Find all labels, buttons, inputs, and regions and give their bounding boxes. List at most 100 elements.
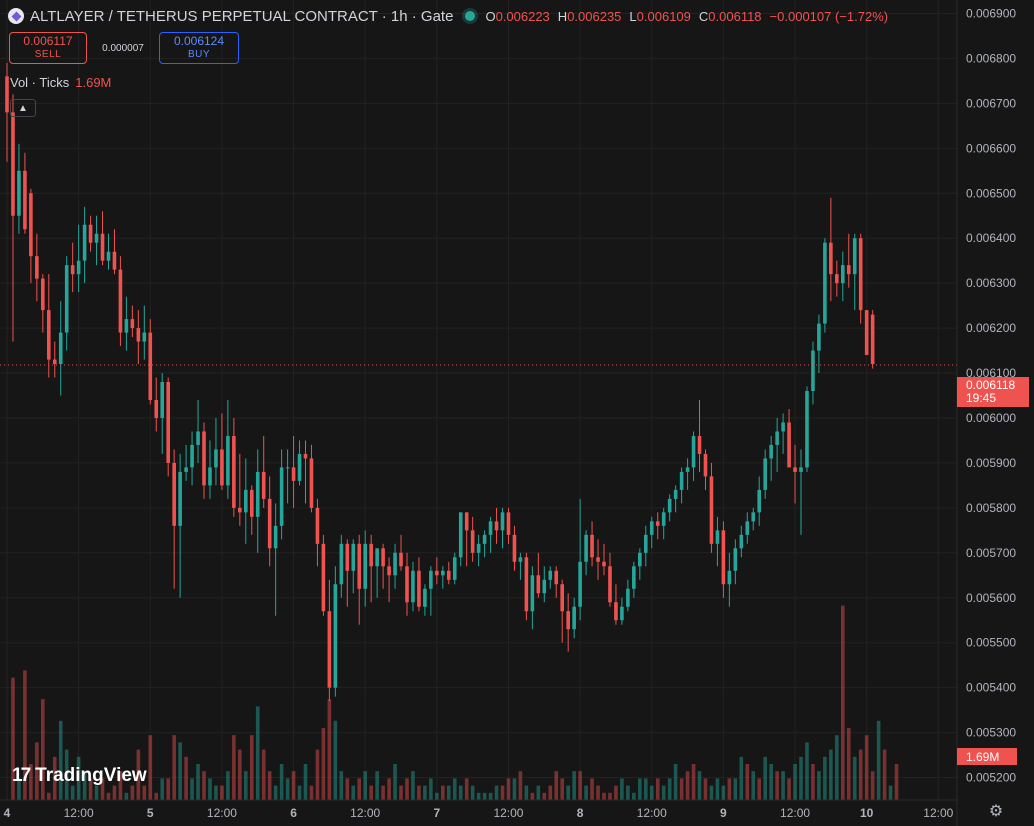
candle xyxy=(691,431,696,481)
volume-bar xyxy=(835,735,839,800)
candle-body xyxy=(638,552,642,567)
high-value: 0.006235 xyxy=(567,8,622,24)
volume-bar xyxy=(566,785,570,800)
volume-bar xyxy=(596,785,600,800)
candle xyxy=(64,256,69,351)
volume-bar xyxy=(458,785,463,800)
candle xyxy=(435,557,439,585)
candle xyxy=(464,512,469,567)
candle-body xyxy=(17,170,21,216)
candle xyxy=(423,584,427,616)
candle xyxy=(41,274,45,333)
candle xyxy=(76,224,81,293)
chart-header: ALTLAYER / TETHERUS PERPETUAL CONTRACT ·… xyxy=(8,6,888,26)
candle xyxy=(429,566,433,616)
candle-body xyxy=(244,489,248,513)
collapse-button[interactable]: ▲ xyxy=(10,99,36,117)
volume-bar xyxy=(52,756,57,800)
volume-bar xyxy=(745,764,750,800)
candle-body xyxy=(64,265,69,333)
volume-bar xyxy=(46,792,51,800)
sell-button[interactable]: 0.006117 SELL xyxy=(9,32,87,64)
volume-bar xyxy=(387,778,391,800)
candle xyxy=(452,552,457,585)
buy-price: 0.006124 xyxy=(173,34,225,48)
candle-body xyxy=(584,534,588,562)
time-tick-label: 12:00 xyxy=(493,806,523,820)
price-axis[interactable]: 0.005200 0.005300 0.005400 0.005500 0.005600… xyxy=(966,6,1016,784)
candle-body xyxy=(327,611,332,688)
volume-bar xyxy=(512,778,517,800)
candle-body xyxy=(435,570,439,576)
open-label: O xyxy=(485,8,496,24)
candle xyxy=(23,152,27,234)
candle xyxy=(470,516,475,562)
candle-body xyxy=(160,382,165,418)
candle xyxy=(351,539,356,594)
market-status-icon[interactable] xyxy=(465,11,476,21)
candle xyxy=(518,552,523,580)
volume-bar xyxy=(399,785,403,800)
volume-bar xyxy=(446,785,451,800)
candle-body xyxy=(864,310,869,356)
candle-body xyxy=(261,471,266,499)
candle xyxy=(208,440,212,499)
candle xyxy=(112,229,117,275)
symbol-title[interactable]: ALTLAYER / TETHERUS PERPETUAL CONTRACT ·… xyxy=(30,7,454,25)
volume-bar xyxy=(321,728,326,800)
volume-bar xyxy=(94,785,99,800)
volume-bar xyxy=(590,778,594,800)
candle xyxy=(632,561,636,598)
volume-bar xyxy=(76,756,81,800)
candle-body xyxy=(279,467,284,526)
volume-bar xyxy=(297,785,302,800)
candle xyxy=(333,566,338,697)
candle xyxy=(124,296,129,351)
volume-bar xyxy=(464,778,469,800)
candle xyxy=(88,215,93,252)
candle xyxy=(279,449,284,540)
volume-bar xyxy=(506,778,511,800)
candle-body xyxy=(309,458,314,508)
candle-body xyxy=(226,435,230,486)
volume-bar xyxy=(757,778,762,800)
candle-body xyxy=(620,606,624,621)
candle-body xyxy=(823,242,827,324)
candle xyxy=(835,260,839,297)
volume-bar xyxy=(620,778,624,800)
candlesticks[interactable] xyxy=(5,62,875,702)
candle-body xyxy=(130,319,135,329)
candle xyxy=(506,507,511,544)
candle xyxy=(381,543,385,589)
volume-bar xyxy=(649,785,654,800)
volume-bar xyxy=(190,778,194,800)
settings-button[interactable]: ⚙ xyxy=(987,802,1005,820)
volume-legend[interactable]: Vol · Ticks 1.69M xyxy=(10,75,111,90)
time-tick-label: 5 xyxy=(147,806,154,820)
candle-body xyxy=(673,489,678,499)
volume-bar xyxy=(423,785,427,800)
volume-bar xyxy=(124,792,129,800)
candle-body xyxy=(852,238,857,275)
time-axis[interactable]: 4 12:00 5 12:00 6 12:00 7 12:00 8 12:00 9 12:00 10 12… xyxy=(4,806,954,820)
candle xyxy=(357,534,362,625)
volume-bar xyxy=(823,756,827,800)
volume-bar xyxy=(608,792,612,800)
volume-bar xyxy=(100,778,105,800)
grid-lines xyxy=(0,0,957,800)
price-tick-label: 0.006100 xyxy=(966,366,1016,380)
volume-bar xyxy=(739,756,744,800)
volume-legend-label: Vol · Ticks xyxy=(10,75,70,90)
candle-body xyxy=(763,458,767,490)
buy-button[interactable]: 0.006124 BUY xyxy=(159,32,239,64)
candle-body xyxy=(524,557,529,612)
candle xyxy=(118,256,123,347)
candle xyxy=(142,305,147,360)
candle xyxy=(327,579,332,702)
candle xyxy=(46,274,51,378)
candle-body xyxy=(94,233,99,243)
candle xyxy=(196,400,200,463)
volume-bar xyxy=(626,785,630,800)
candle xyxy=(787,408,791,468)
